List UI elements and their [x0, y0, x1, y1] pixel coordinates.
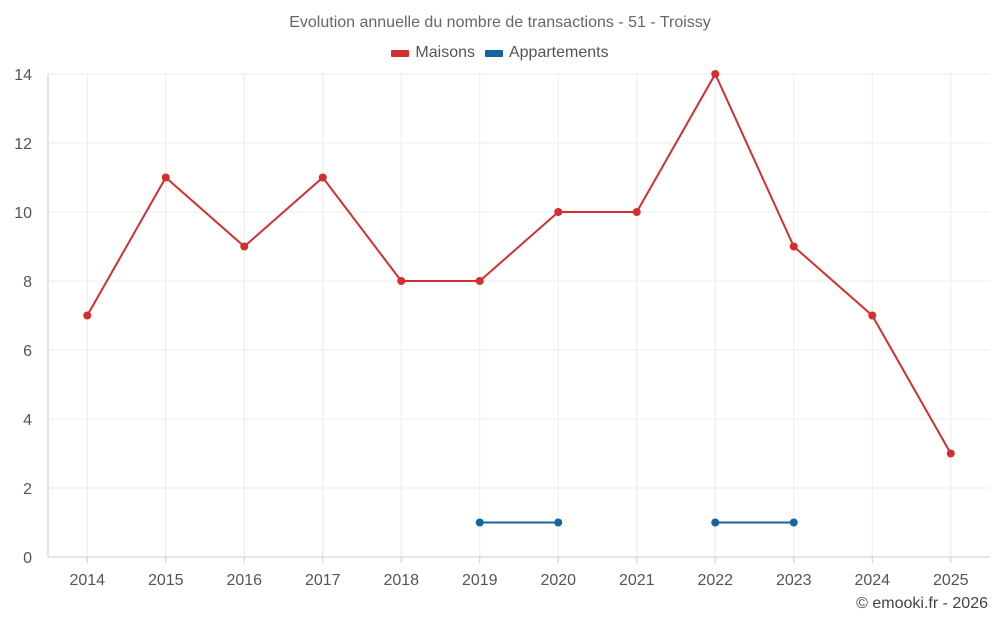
legend-label-maisons: Maisons — [415, 44, 475, 61]
x-tick-label: 2025 — [933, 572, 969, 589]
x-tick-label: 2016 — [226, 572, 262, 589]
copyright-credit: © emooki.fr - 2026 — [856, 595, 988, 612]
y-tick-label: 12 — [14, 136, 32, 153]
data-point-maisons-2020[interactable] — [554, 208, 563, 216]
x-tick-label: 2021 — [619, 572, 655, 589]
x-tick-label: 2018 — [383, 572, 419, 589]
grid-lines — [48, 73, 990, 557]
data-point-appartements-2019[interactable] — [475, 518, 484, 527]
x-tick-label: 2019 — [462, 572, 498, 589]
data-point-appartements-2023[interactable] — [789, 518, 798, 527]
data-point-maisons-2014[interactable] — [83, 311, 92, 320]
y-tick-label: 14 — [14, 67, 32, 84]
chart-title: Evolution annuelle du nombre de transact… — [289, 14, 711, 31]
data-point-maisons-2015[interactable] — [161, 173, 170, 182]
legend-swatch-maisons — [391, 49, 410, 57]
data-point-maisons-2017[interactable] — [318, 173, 327, 182]
data-point-appartements-2020[interactable] — [554, 518, 563, 527]
x-tick-label: 2020 — [540, 572, 576, 589]
data-point-maisons-2018[interactable] — [397, 277, 406, 285]
legend-item-appartements[interactable]: Appartements — [484, 44, 609, 62]
data-point-maisons-2025[interactable] — [946, 449, 955, 458]
data-point-maisons-2022[interactable] — [711, 70, 720, 78]
x-tick-label: 2015 — [148, 572, 184, 589]
y-tick-label: 2 — [23, 481, 32, 498]
y-tick-label: 6 — [23, 343, 32, 360]
x-tick-label: 2024 — [854, 572, 890, 589]
y-tick-label: 4 — [23, 412, 32, 429]
series-points — [83, 70, 955, 527]
legend-label-appartements: Appartements — [508, 44, 609, 61]
data-point-maisons-2016[interactable] — [240, 242, 249, 251]
data-point-maisons-2023[interactable] — [789, 242, 798, 251]
x-tick-label: 2017 — [305, 572, 341, 589]
legend-swatch-appartements — [484, 49, 503, 57]
x-tick-label: 2022 — [697, 572, 733, 589]
x-axis-ticks: 2014 2015 2016 2017 2018 2019 2020 2021 2022 2023… — [69, 572, 968, 589]
axes — [47, 74, 990, 563]
x-tick-label: 2014 — [69, 572, 105, 589]
legend-item-maisons[interactable]: Maisons — [391, 44, 475, 62]
chart-legend: Maisons Appartements — [0, 44, 1000, 62]
y-tick-label: 0 — [23, 550, 32, 567]
data-point-maisons-2024[interactable] — [868, 311, 877, 320]
x-tick-label: 2023 — [776, 572, 812, 589]
y-tick-label: 8 — [23, 274, 32, 291]
data-point-appartements-2022[interactable] — [711, 518, 720, 527]
data-point-maisons-2021[interactable] — [632, 208, 641, 216]
series-lines — [86, 73, 952, 524]
data-point-maisons-2019[interactable] — [475, 277, 484, 285]
y-tick-label: 10 — [14, 205, 32, 222]
y-axis-ticks: 0 2 4 6 8 10 12 14 — [14, 67, 32, 567]
series-line-maisons — [86, 73, 952, 454]
